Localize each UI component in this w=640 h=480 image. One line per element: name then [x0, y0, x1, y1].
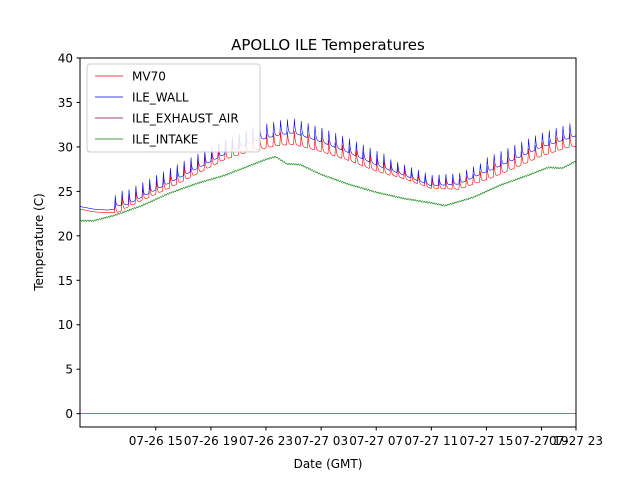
legend-ile-wall-label: ILE_WALL — [132, 91, 189, 105]
x-tick-label: 07-27 23 — [549, 434, 603, 448]
x-axis-ticks: 07-26 15 07-26 19 07-26 23 07-27 03 07-27 07… — [129, 427, 603, 448]
y-tick-label: 35 — [58, 96, 73, 110]
y-tick-label: 5 — [65, 363, 73, 377]
series-line-mv70 — [79, 131, 577, 214]
legend-ile-intake-label: ILE_INTAKE — [132, 133, 198, 147]
y-tick-label: 10 — [58, 318, 73, 332]
y-tick-label: 40 — [58, 52, 73, 66]
y-axis-ticks: 0 5 10 15 20 25 30 35 40 — [58, 52, 80, 421]
y-tick-label: 30 — [58, 140, 73, 154]
plot-lines — [79, 118, 577, 414]
legend-ile-exhaust-air-label: ILE_EXHAUST_AIR — [132, 112, 239, 126]
legend: MV70 ILE_WALL ILE_EXHAUST_AIR ILE_INTAKE — [86, 63, 261, 153]
y-tick-label: 25 — [58, 185, 73, 199]
x-tick-label: 07-27 15 — [459, 434, 513, 448]
plot-frame — [79, 57, 577, 428]
chart-title: APOLLO ILE Temperatures — [231, 36, 425, 54]
x-tick-label: 07-27 03 — [294, 434, 348, 448]
x-axis-label: Date (GMT) — [294, 457, 363, 471]
legend-mv70-label: MV70 — [132, 70, 166, 84]
x-tick-label: 07-27 11 — [404, 434, 458, 448]
y-axis-label: Temperature (C) — [32, 193, 46, 292]
x-tick-label: 07-26 23 — [239, 434, 293, 448]
x-tick-label: 07-27 07 — [349, 434, 403, 448]
x-tick-label: 07-26 15 — [129, 434, 183, 448]
series-line-ile-intake — [79, 155, 577, 222]
y-tick-label: 20 — [58, 229, 73, 243]
x-tick-label: 07-27 19 — [515, 434, 569, 448]
x-tick-label: 07-26 19 — [184, 434, 238, 448]
legend-frame — [86, 63, 261, 153]
y-tick-label: 0 — [65, 407, 73, 421]
y-tick-label: 15 — [58, 274, 73, 288]
series-line-ile-wall — [79, 118, 577, 211]
